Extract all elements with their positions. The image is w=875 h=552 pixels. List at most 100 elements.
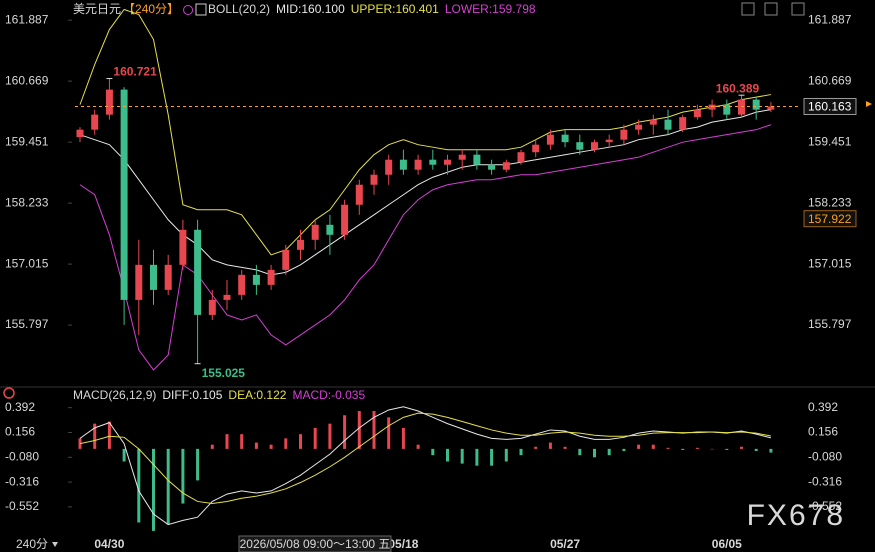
candle-body bbox=[91, 114, 99, 130]
candle-body bbox=[76, 129, 84, 138]
candle-body bbox=[385, 159, 393, 175]
period-selector[interactable]: 240分 bbox=[16, 537, 48, 551]
candle-body bbox=[267, 269, 275, 285]
y-tick-label: 155.797 bbox=[5, 317, 49, 331]
period[interactable]: 【240分】 bbox=[123, 2, 179, 16]
macd-bar bbox=[372, 411, 376, 449]
candle-body bbox=[297, 239, 304, 250]
candle-body bbox=[517, 152, 525, 163]
macd-bar bbox=[210, 444, 214, 449]
x-tick-label: 05/27 bbox=[550, 537, 580, 551]
candle-body bbox=[635, 124, 643, 130]
macd-bar bbox=[401, 427, 405, 449]
y-tick-label: 161.887 bbox=[5, 12, 49, 26]
window-button[interactable] bbox=[741, 2, 755, 16]
window-button[interactable] bbox=[791, 2, 805, 16]
macd-bar bbox=[460, 448, 464, 464]
macd-bar bbox=[107, 421, 111, 449]
price-tag: 160.163 bbox=[808, 100, 852, 114]
candle-body bbox=[591, 142, 598, 150]
y-tick-label: 0.392 bbox=[5, 400, 35, 414]
candle-body bbox=[767, 106, 775, 110]
y-tick-label: 159.451 bbox=[5, 134, 49, 148]
x-tick-label: 05/18 bbox=[388, 537, 418, 551]
macd-bar bbox=[504, 448, 508, 462]
crosshair-box bbox=[238, 535, 392, 552]
macd-bar bbox=[254, 442, 258, 449]
macd-bar bbox=[534, 446, 538, 449]
y-tick-label: -0.552 bbox=[5, 499, 39, 513]
candle-body bbox=[605, 139, 613, 143]
y-tick-label: -0.316 bbox=[5, 474, 39, 488]
window-button[interactable] bbox=[764, 2, 778, 16]
candle-body bbox=[120, 89, 128, 300]
boll-line bbox=[79, 8, 771, 256]
macd-bar bbox=[137, 448, 141, 523]
candle-body bbox=[208, 299, 216, 315]
candle-body bbox=[502, 162, 510, 170]
macd-bar bbox=[343, 415, 347, 449]
annotation: 160.721 bbox=[113, 65, 157, 79]
macd-bar bbox=[769, 448, 773, 453]
candle-body bbox=[238, 274, 246, 295]
candle-body bbox=[473, 154, 481, 165]
macd-bar bbox=[240, 434, 244, 449]
macd-bar bbox=[122, 448, 126, 462]
dropdown-arrow[interactable] bbox=[52, 542, 58, 547]
candle-body bbox=[576, 142, 584, 150]
scroll-arrow[interactable] bbox=[866, 101, 872, 107]
y-tick-label: 157.015 bbox=[5, 256, 49, 270]
x-tick-label: 04/30 bbox=[94, 537, 124, 551]
macd-bar bbox=[196, 448, 200, 481]
price-tag: 157.922 bbox=[808, 212, 852, 226]
y-tick-label: 157.015 bbox=[808, 256, 852, 270]
macd-bar bbox=[519, 448, 523, 456]
macd-bar bbox=[284, 438, 288, 449]
candle-body bbox=[341, 204, 349, 235]
candle-body bbox=[664, 119, 672, 130]
candle-body bbox=[282, 249, 290, 270]
macd-bar bbox=[299, 434, 302, 449]
legend-entry: DEA:0.122 bbox=[228, 388, 286, 402]
macd-bar bbox=[754, 448, 758, 451]
candle-body bbox=[370, 174, 378, 185]
x-tick-label: 06/05 bbox=[712, 537, 742, 551]
macd-bar bbox=[181, 448, 185, 504]
legend-entry: LOWER:159.798 bbox=[445, 2, 536, 16]
candle-body bbox=[693, 109, 701, 118]
macd-bar bbox=[710, 448, 714, 450]
candle-body bbox=[679, 117, 687, 130]
macd-bar bbox=[357, 411, 361, 449]
candle-body bbox=[355, 184, 363, 205]
candle-body bbox=[164, 264, 172, 290]
y-tick-label: 0.392 bbox=[808, 400, 838, 414]
candle-body bbox=[723, 104, 731, 115]
watermark: FX678 bbox=[747, 499, 845, 532]
legend-entry: UPPER:160.401 bbox=[351, 2, 439, 16]
y-tick-label: 160.669 bbox=[808, 73, 852, 87]
macd-bar bbox=[328, 423, 332, 449]
candle-body bbox=[326, 224, 334, 235]
candle-body bbox=[135, 264, 143, 300]
candle-body bbox=[252, 274, 260, 285]
candle-body bbox=[488, 164, 496, 170]
candle-body bbox=[223, 294, 231, 300]
candle-body bbox=[150, 264, 157, 290]
macd-bar bbox=[431, 448, 435, 456]
symbol[interactable]: 美元日元 bbox=[73, 2, 121, 16]
legend-entry: DIFF:0.105 bbox=[162, 388, 222, 402]
candle-body bbox=[620, 129, 628, 140]
y-tick-label: 158.233 bbox=[5, 195, 49, 209]
settings-icon[interactable] bbox=[3, 387, 15, 399]
candle-body bbox=[311, 224, 319, 240]
candle-body bbox=[105, 89, 113, 115]
macd-bar bbox=[490, 448, 494, 466]
y-tick-label: 158.233 bbox=[808, 195, 852, 209]
candle-body bbox=[738, 99, 745, 115]
candle-body bbox=[532, 144, 540, 153]
macd-bar bbox=[681, 448, 685, 450]
header: 美元日元 【240分】 bbox=[73, 2, 179, 16]
macd-bar bbox=[166, 448, 170, 525]
macd-bar bbox=[578, 448, 582, 456]
